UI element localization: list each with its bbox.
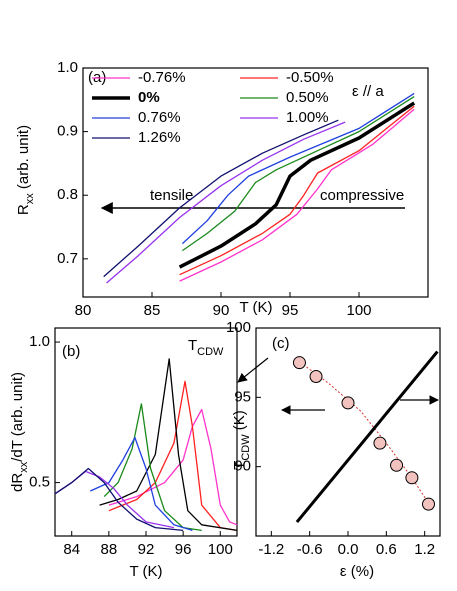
data-line xyxy=(182,96,415,252)
legend-label: -0.50% xyxy=(286,69,334,86)
legend-label: 1.26% xyxy=(138,129,181,146)
annotation-part: T xyxy=(188,337,197,354)
panel-label: (b) xyxy=(62,343,80,360)
data-line xyxy=(90,436,193,532)
data-line xyxy=(103,119,339,278)
y-axis-label-part: /dT (arb. unit) xyxy=(9,372,26,462)
x-axis-label: ε (%) xyxy=(340,563,374,580)
y-tick-label: 1.0 xyxy=(29,333,50,350)
data-point xyxy=(309,370,323,384)
y-axis-label: TCDW (K) xyxy=(231,410,252,470)
data-point xyxy=(405,471,419,485)
legend-label: 1.00% xyxy=(286,109,329,126)
data-point xyxy=(373,436,387,450)
legend-label: -0.76% xyxy=(138,69,186,86)
data-line xyxy=(108,380,238,532)
y-axis-label: dRxx/dT (arb. unit) xyxy=(9,372,30,492)
fit-line xyxy=(296,359,432,508)
data-point xyxy=(422,497,435,511)
data-line xyxy=(181,92,415,245)
x-tick-label: 90 xyxy=(213,302,230,319)
x-tick-label: 95 xyxy=(282,302,299,319)
x-axis-label: T (K) xyxy=(239,299,272,316)
y-axis-label-part: CDW xyxy=(240,434,252,461)
y-axis-label-part: T xyxy=(231,461,248,470)
x-axis-label: T (K) xyxy=(129,563,162,580)
annotation: compressive xyxy=(320,187,404,204)
data-line xyxy=(103,403,202,532)
data-point xyxy=(341,396,355,410)
data-line xyxy=(179,108,415,282)
plot-frame xyxy=(255,327,441,537)
tcdw-arrow xyxy=(237,357,269,383)
plot-frame xyxy=(82,67,429,298)
x-tick-label: 0.6 xyxy=(376,541,397,558)
x-tick-label: 1.2 xyxy=(414,541,435,558)
panel-label: (c) xyxy=(272,335,290,352)
y-axis-label-part: dR xyxy=(9,473,26,492)
x-tick-label: 88 xyxy=(101,541,118,558)
data-line xyxy=(54,467,184,532)
legend-label: 0.50% xyxy=(286,89,329,106)
annotation: ε // a xyxy=(352,83,384,100)
annotation: TCDW xyxy=(188,337,224,358)
y-tick-label: 0.7 xyxy=(57,250,78,267)
x-tick-label: -0.6 xyxy=(297,541,323,558)
data-line xyxy=(179,105,415,276)
legend-label: 0% xyxy=(138,89,160,106)
x-tick-label: 84 xyxy=(63,541,80,558)
x-tick-label: 100 xyxy=(346,302,371,319)
y-tick-label: 90 xyxy=(234,458,251,475)
y-axis-label-part: R xyxy=(15,204,32,215)
y-axis-label-part: xx xyxy=(18,461,30,473)
data-point xyxy=(390,458,404,472)
x-tick-label: 80 xyxy=(75,302,92,319)
annotation: tensile xyxy=(150,187,193,204)
y-axis-label-part: xx xyxy=(24,193,36,205)
data-line xyxy=(108,408,238,526)
data-line xyxy=(178,101,416,269)
x-tick-label: 85 xyxy=(144,302,161,319)
data-line xyxy=(106,121,346,284)
y-tick-label: 0.8 xyxy=(57,186,78,203)
x-tick-label: 100 xyxy=(208,541,233,558)
y-tick-label: 1.0 xyxy=(57,59,78,76)
y-axis-label: Rxx (arb. unit) xyxy=(15,125,36,215)
data-line xyxy=(99,358,238,532)
y-tick-label: 100 xyxy=(226,319,251,336)
data-line xyxy=(295,350,439,524)
y-tick-label: 0.9 xyxy=(57,123,78,140)
y-axis-label-part: (arb. unit) xyxy=(15,125,32,193)
x-tick-label: 92 xyxy=(138,541,155,558)
data-point xyxy=(292,356,306,370)
annotation-part: CDW xyxy=(197,346,224,358)
y-axis-label-part: (K) xyxy=(231,410,248,434)
legend-label: 0.76% xyxy=(138,109,181,126)
y-tick-label: 0.5 xyxy=(29,474,50,491)
y-tick-label: 95 xyxy=(234,388,251,405)
x-tick-label: 0.0 xyxy=(338,541,359,558)
x-tick-label: 96 xyxy=(175,541,192,558)
x-tick-label: -1.2 xyxy=(258,541,284,558)
